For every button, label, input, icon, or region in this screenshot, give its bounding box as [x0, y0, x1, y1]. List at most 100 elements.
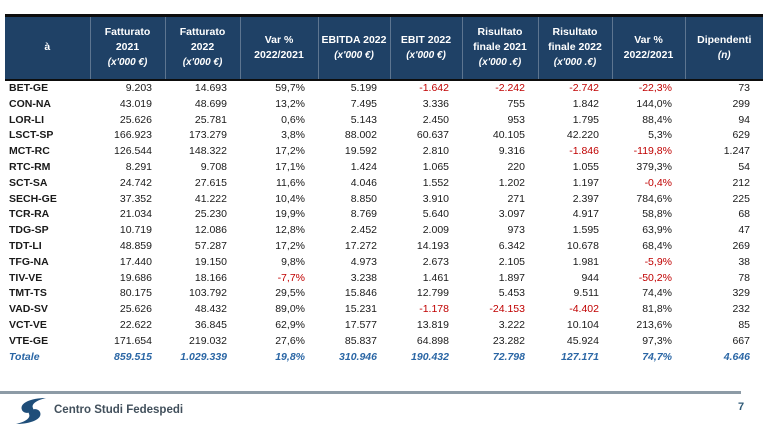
- table-row: CON-NA 43.019 48.699 13,2% 7.495 3.336 755 1.84…: [5, 97, 763, 113]
- company-cell: VAD-SV: [9, 303, 48, 316]
- value-cell: 68,4%: [642, 239, 672, 252]
- value-cell: 22.622: [119, 318, 152, 331]
- value-cell: 72.798: [492, 350, 525, 363]
- value-cell: 973: [507, 224, 525, 237]
- table-row: TMT-TS 80.175 103.792 29,5% 15.846 12.799 5.45…: [5, 286, 763, 302]
- value-cell: 12,8%: [275, 224, 305, 237]
- column-header: EBIT 2022 (x'000 €): [389, 14, 462, 81]
- column-header: Dipendenti (n): [684, 14, 763, 81]
- value-cell: 13.819: [416, 318, 449, 331]
- value-cell: 78: [738, 271, 750, 284]
- table-row: TDG-SP 10.719 12.086 12,8% 2.452 2.009 973 1.59…: [5, 223, 763, 239]
- value-cell: -1.846: [569, 145, 599, 158]
- column-header-label: Fatturato 2021: [104, 26, 151, 54]
- value-cell: 5.143: [350, 113, 377, 126]
- value-cell: 17.577: [344, 318, 377, 331]
- value-cell: 81,8%: [642, 303, 672, 316]
- value-cell: 8.850: [350, 192, 377, 205]
- value-cell: 25.781: [194, 113, 227, 126]
- value-cell: 2.810: [422, 145, 449, 158]
- table-row: TCR-RA 21.034 25.230 19,9% 8.769 5.640 3.097 4.…: [5, 207, 763, 223]
- value-cell: 88.002: [344, 129, 377, 142]
- value-cell: 2.009: [422, 224, 449, 237]
- value-cell: 27,6%: [275, 334, 305, 347]
- value-cell: 2.452: [350, 224, 377, 237]
- value-cell: 47: [738, 224, 750, 237]
- value-cell: 43.019: [119, 97, 152, 110]
- value-cell: 60.637: [416, 129, 449, 142]
- value-cell: 3.222: [498, 318, 525, 331]
- value-cell: 15.846: [344, 287, 377, 300]
- value-cell: 144,0%: [636, 97, 672, 110]
- company-cell: RTC-RM: [9, 160, 51, 173]
- value-cell: 5.453: [498, 287, 525, 300]
- value-cell: 1.197: [572, 176, 599, 189]
- value-cell: 6.342: [498, 239, 525, 252]
- column-header: à: [5, 14, 90, 81]
- value-cell: 12.086: [194, 224, 227, 237]
- column-header-label: Var % 2022/2021: [623, 33, 674, 61]
- value-cell: 7.495: [350, 97, 377, 110]
- value-cell: 10.104: [566, 318, 599, 331]
- value-cell: 9.708: [200, 160, 227, 173]
- value-cell: 42.220: [566, 129, 599, 142]
- column-header-unit: (x'000 €): [334, 49, 374, 61]
- table-row: SECH-GE 37.352 41.222 10,4% 8.850 3.910 271 2.3…: [5, 192, 763, 208]
- value-cell: 21.034: [119, 208, 152, 221]
- value-cell: 10,4%: [275, 192, 305, 205]
- value-cell: 48.859: [119, 239, 152, 252]
- value-cell: 3.336: [422, 97, 449, 110]
- column-header-label: EBITDA 2022: [321, 33, 387, 46]
- value-cell: 19.686: [119, 271, 152, 284]
- value-cell: -2.242: [495, 82, 525, 94]
- value-cell: 25.626: [119, 113, 152, 126]
- value-cell: 103.792: [189, 287, 227, 300]
- value-cell: 10.678: [566, 239, 599, 252]
- value-cell: 1.247: [723, 145, 750, 158]
- value-cell: 2.673: [422, 255, 449, 268]
- value-cell: 3.238: [350, 271, 377, 284]
- table-header: à Fatturato 2021 (x'000 €) Fatturato 2022 (x…: [5, 14, 763, 81]
- value-cell: 1.029.339: [180, 350, 227, 363]
- company-cell: BET-GE: [9, 82, 49, 94]
- company-cell: TIV-VE: [9, 271, 43, 284]
- value-cell: 2.105: [498, 255, 525, 268]
- value-cell: 74,7%: [642, 350, 672, 363]
- value-cell: 9,8%: [281, 255, 305, 268]
- column-header: Var % 2022/2021: [239, 14, 318, 81]
- table-header-row: à Fatturato 2021 (x'000 €) Fatturato 2022 (x…: [5, 14, 763, 81]
- value-cell: 219.032: [189, 334, 227, 347]
- value-cell: 41.222: [194, 192, 227, 205]
- fedespedi-logo: [16, 398, 46, 424]
- value-cell: 74,4%: [642, 287, 672, 300]
- value-cell: -5,9%: [644, 255, 672, 268]
- company-cell: LSCT-SP: [9, 129, 54, 142]
- value-cell: 225: [732, 192, 750, 205]
- column-header: EBITDA 2022 (x'000 €): [317, 14, 390, 81]
- value-cell: 12.799: [416, 287, 449, 300]
- value-cell: 19,9%: [275, 208, 305, 221]
- table-row: TFG-NA 17.440 19.150 9,8% 4.973 2.673 2.105 1.9…: [5, 255, 763, 271]
- value-cell: 629: [732, 129, 750, 142]
- total-row: Totale 859.515 1.029.339 19,8% 310.946 190.43…: [5, 350, 763, 366]
- value-cell: 57.287: [194, 239, 227, 252]
- value-cell: 14.193: [416, 239, 449, 252]
- value-cell: 171.654: [114, 334, 152, 347]
- value-cell: 63,9%: [642, 224, 672, 237]
- column-header: Risultato finale 2022 (x'000 .€): [537, 14, 612, 81]
- value-cell: 48.699: [194, 97, 227, 110]
- value-cell: 2.397: [572, 192, 599, 205]
- value-cell: 85.837: [344, 334, 377, 347]
- value-cell: 23.282: [492, 334, 525, 347]
- value-cell: 667: [732, 334, 750, 347]
- value-cell: 190.432: [411, 350, 449, 363]
- financial-table: à Fatturato 2021 (x'000 €) Fatturato 2022 (x…: [5, 14, 763, 365]
- value-cell: -2.742: [569, 82, 599, 94]
- table-row: MCT-RC 126.544 148.322 17,2% 19.592 2.810 9.31…: [5, 144, 763, 160]
- value-cell: 36.845: [194, 318, 227, 331]
- value-cell: 1.202: [498, 176, 525, 189]
- table-row: RTC-RM 8.291 9.708 17,1% 1.424 1.065 220 1.055 3…: [5, 160, 763, 176]
- value-cell: -1.178: [419, 303, 449, 316]
- value-cell: 25.230: [194, 208, 227, 221]
- value-cell: 0,6%: [281, 113, 305, 126]
